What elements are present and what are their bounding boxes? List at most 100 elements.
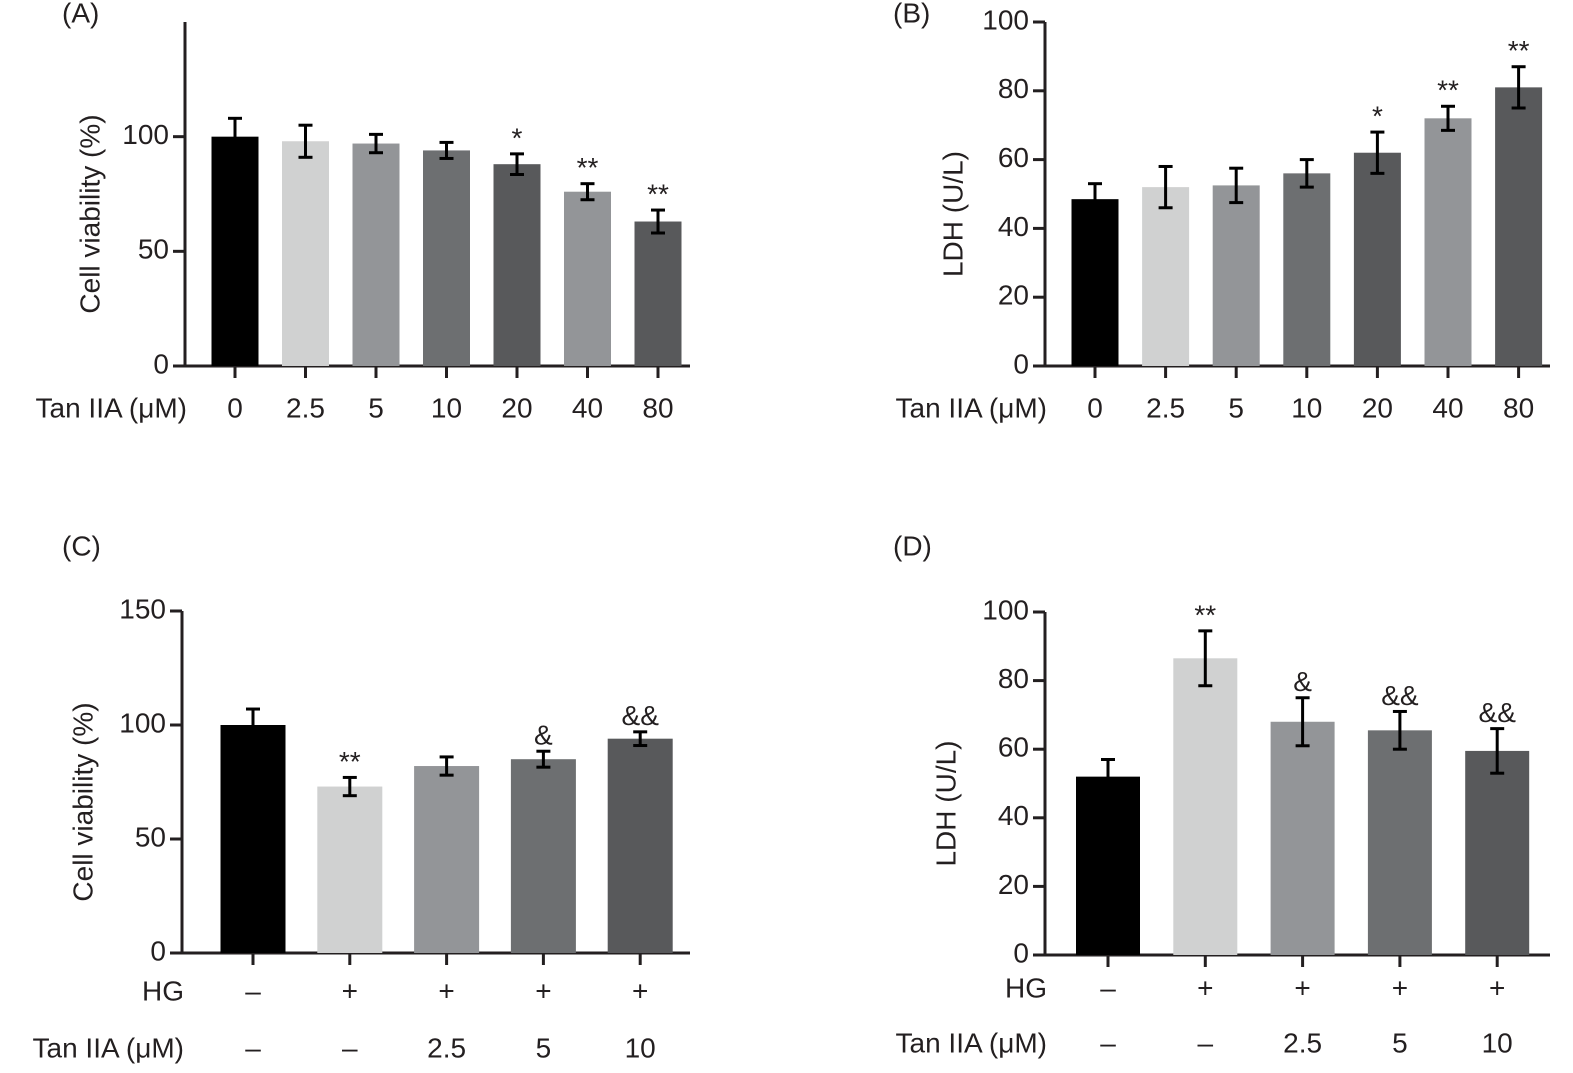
significance-label: ** (1194, 599, 1216, 630)
significance-label: ** (647, 178, 669, 209)
bar (1076, 776, 1140, 955)
y-tick-label: 20 (998, 280, 1029, 311)
x-tick-label: 2.5 (1146, 392, 1185, 423)
x-row-label: HG (142, 975, 184, 1006)
significance-label: & (534, 720, 553, 751)
y-axis-label: Cell viability (%) (74, 114, 105, 313)
x-tick-label: 2.5 (427, 1032, 466, 1063)
bar (1173, 658, 1238, 955)
x-tick-label: 10 (625, 1032, 656, 1063)
x-tick-label: + (1489, 972, 1505, 1003)
bar (220, 725, 286, 953)
y-tick-label: 40 (998, 211, 1029, 242)
y-tick-label: 50 (138, 234, 169, 265)
x-tick-label: 10 (1482, 1027, 1513, 1058)
x-tick-label: + (1197, 972, 1213, 1003)
x-tick-label: 2.5 (286, 392, 325, 423)
significance-label: && (1381, 680, 1419, 711)
y-tick-label: 0 (153, 348, 169, 379)
x-tick-label: 10 (1291, 392, 1322, 423)
y-tick-label: 60 (998, 142, 1029, 173)
y-axis-label: Cell viability (%) (67, 702, 98, 901)
bar (211, 136, 259, 366)
y-tick-label: 100 (982, 4, 1029, 35)
y-tick-label: 50 (135, 821, 166, 852)
bar (282, 141, 329, 366)
x-tick-label: – (245, 1032, 261, 1063)
y-tick-label: 80 (998, 73, 1029, 104)
x-row-label: Tan IIA (μM) (33, 1032, 185, 1063)
bar (510, 759, 576, 953)
panel-label: (A) (62, 0, 99, 28)
x-tick-label: – (1198, 1027, 1214, 1058)
x-row-label: Tan IIA (μM) (896, 1027, 1048, 1058)
significance-label: ** (1437, 75, 1459, 106)
y-tick-label: 0 (150, 935, 166, 966)
x-tick-label: 5 (368, 392, 384, 423)
x-tick-label: + (1392, 972, 1408, 1003)
y-tick-label: 20 (998, 869, 1029, 900)
bar (1270, 721, 1335, 955)
y-tick-label: 100 (119, 707, 166, 738)
bar (414, 766, 480, 953)
x-tick-label: 5 (536, 1032, 552, 1063)
bar (1212, 185, 1260, 366)
bar (317, 786, 383, 953)
x-tick-label: + (1294, 972, 1310, 1003)
x-tick-label: – (1100, 972, 1116, 1003)
bar (1071, 199, 1119, 366)
x-tick-label: + (438, 975, 454, 1006)
significance-label: & (1293, 666, 1312, 697)
panel-label: (D) (893, 530, 932, 561)
bar (1495, 87, 1543, 367)
bar (352, 143, 400, 366)
y-tick-label: 150 (119, 593, 166, 624)
y-tick-label: 100 (982, 594, 1029, 625)
y-tick-label: 0 (1013, 937, 1029, 968)
x-tick-label: 0 (227, 392, 243, 423)
x-tick-label: 5 (1228, 392, 1244, 423)
bar (1142, 187, 1190, 366)
bar (564, 191, 611, 366)
y-axis-label: LDH (U/L) (937, 151, 968, 277)
x-tick-label: 10 (431, 392, 462, 423)
x-tick-label: 80 (642, 392, 673, 423)
x-tick-label: 2.5 (1283, 1027, 1322, 1058)
x-tick-label: 20 (1362, 392, 1393, 423)
x-tick-label: + (632, 975, 648, 1006)
significance-label: && (1479, 697, 1517, 728)
significance-label: ** (1508, 35, 1530, 66)
significance-label: * (1372, 100, 1383, 131)
panel-label: (C) (62, 530, 101, 561)
bar (1367, 730, 1432, 955)
x-row-label: HG (1005, 972, 1047, 1003)
x-row-label: Tan IIA (μM) (896, 392, 1048, 423)
x-tick-label: – (342, 1032, 358, 1063)
x-tick-label: 80 (1503, 392, 1534, 423)
x-tick-label: – (245, 975, 261, 1006)
x-tick-label: + (342, 975, 358, 1006)
y-tick-label: 40 (998, 800, 1029, 831)
bar (634, 221, 682, 366)
significance-label: * (512, 122, 523, 153)
x-tick-label: 40 (572, 392, 603, 423)
y-tick-label: 0 (1013, 348, 1029, 379)
bar (1465, 750, 1530, 955)
bar (1283, 173, 1331, 366)
bar (493, 164, 541, 366)
x-tick-label: – (1100, 1027, 1116, 1058)
significance-label: ** (339, 746, 361, 777)
significance-label: ** (577, 152, 599, 183)
y-tick-label: 100 (122, 119, 169, 150)
y-axis-label: LDH (U/L) (930, 740, 961, 866)
y-tick-label: 80 (998, 663, 1029, 694)
x-tick-label: 20 (501, 392, 532, 423)
y-tick-label: 60 (998, 732, 1029, 763)
panel-label: (B) (893, 0, 930, 28)
bar (607, 738, 673, 953)
x-tick-label: 5 (1392, 1027, 1408, 1058)
bar (1424, 118, 1472, 366)
x-tick-label: + (535, 975, 551, 1006)
x-row-label: Tan IIA (μM) (36, 392, 188, 423)
